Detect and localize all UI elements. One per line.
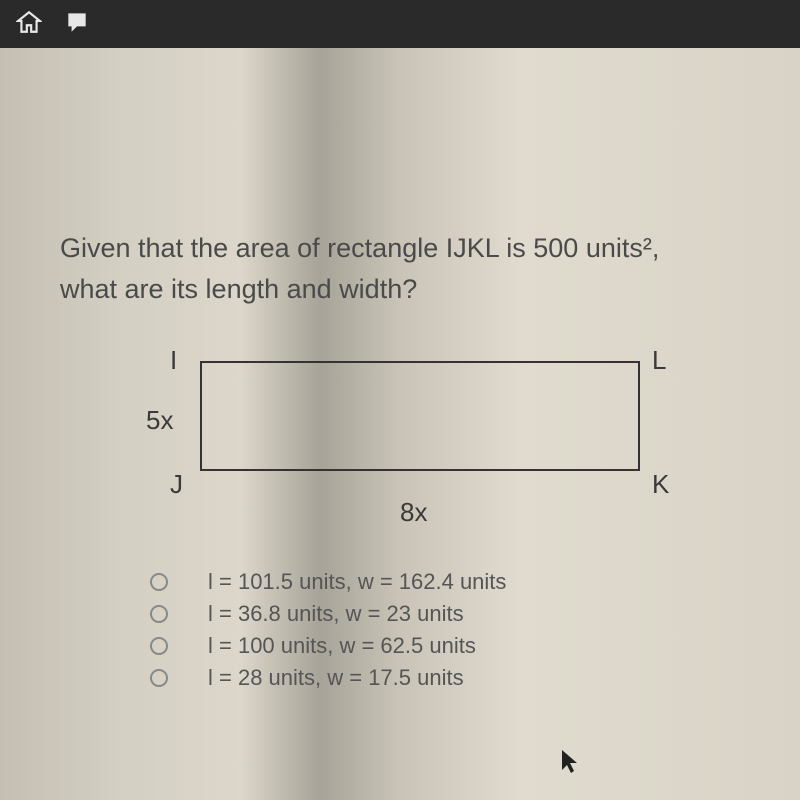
- vertex-j-label: J: [170, 469, 183, 500]
- option-row[interactable]: l = 101.5 units, w = 162.4 units: [150, 569, 750, 595]
- option-label: l = 100 units, w = 62.5 units: [208, 633, 476, 659]
- home-icon[interactable]: [16, 9, 42, 40]
- answer-options: l = 101.5 units, w = 162.4 units l = 36.…: [150, 569, 750, 691]
- side-bottom-label: 8x: [400, 497, 427, 528]
- option-label: l = 36.8 units, w = 23 units: [208, 601, 464, 627]
- toolbar: [0, 0, 800, 48]
- rectangle-diagram: I L J K 5x 8x: [140, 337, 680, 537]
- option-row[interactable]: l = 28 units, w = 17.5 units: [150, 665, 750, 691]
- radio-icon[interactable]: [150, 669, 168, 687]
- radio-icon[interactable]: [150, 637, 168, 655]
- vertex-l-label: L: [652, 345, 666, 376]
- rectangle-shape: [200, 361, 640, 471]
- question-line-1: Given that the area of rectangle IJKL is…: [60, 228, 750, 269]
- option-row[interactable]: l = 100 units, w = 62.5 units: [150, 633, 750, 659]
- radio-icon[interactable]: [150, 573, 168, 591]
- option-label: l = 101.5 units, w = 162.4 units: [208, 569, 506, 595]
- chat-icon[interactable]: [64, 9, 90, 40]
- side-left-label: 5x: [146, 405, 173, 436]
- question-line-2: what are its length and width?: [60, 269, 750, 310]
- radio-icon[interactable]: [150, 605, 168, 623]
- vertex-k-label: K: [652, 469, 669, 500]
- option-label: l = 28 units, w = 17.5 units: [208, 665, 464, 691]
- cursor-icon: [560, 748, 580, 779]
- content: Given that the area of rectangle IJKL is…: [0, 48, 800, 691]
- vertex-i-label: I: [170, 345, 177, 376]
- option-row[interactable]: l = 36.8 units, w = 23 units: [150, 601, 750, 627]
